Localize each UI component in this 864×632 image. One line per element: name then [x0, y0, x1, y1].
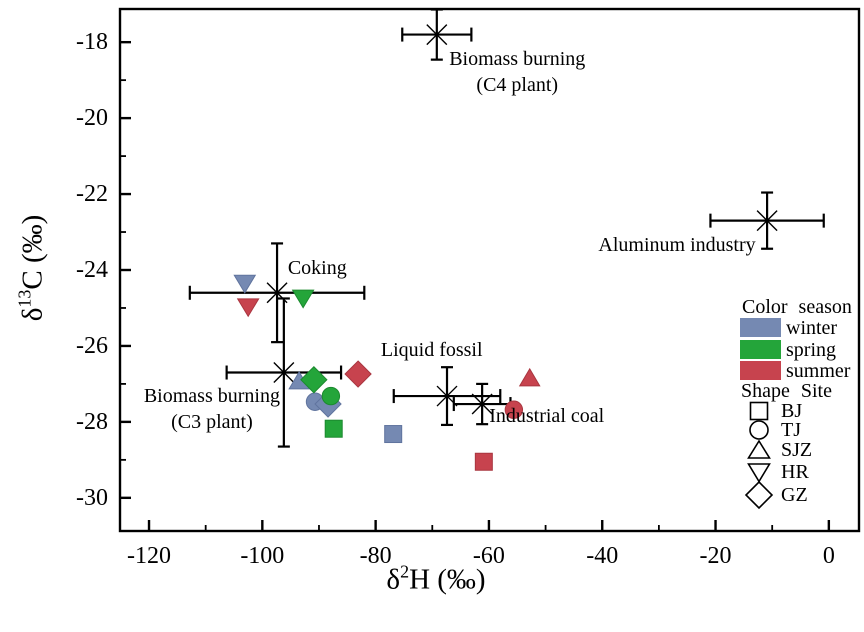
point-summer-TJ — [504, 400, 524, 419]
point-summer-HR — [236, 298, 260, 318]
source-star-marker — [273, 362, 295, 384]
source-star-marker — [266, 282, 288, 304]
source-star-marker — [426, 24, 448, 46]
y-tick-label: -20 — [76, 105, 108, 132]
source-star-marker — [471, 393, 493, 415]
y-tick-label: -30 — [76, 484, 108, 511]
legend-site-label: GZ — [781, 484, 808, 506]
source-label: Biomass burning — [143, 385, 280, 408]
source-star-marker — [756, 210, 778, 232]
legend-season-label: winter — [786, 317, 838, 339]
legend-site-label: BJ — [781, 400, 803, 422]
source-star-marker — [436, 385, 458, 407]
legend-color-header: Color season — [742, 296, 852, 318]
point-summer-BJ — [474, 452, 493, 471]
y-tick-label: -28 — [76, 408, 108, 435]
legend-glyph-diamond — [744, 480, 774, 510]
x-tick-label: -100 — [240, 543, 285, 569]
point-winter-HR — [233, 274, 257, 294]
point-summer-GZ — [344, 360, 372, 388]
point-spring-HR — [291, 289, 315, 309]
legend-swatch-spring — [740, 340, 781, 359]
x-tick-label: -80 — [359, 543, 392, 569]
source-label: Biomass burning — [449, 48, 586, 71]
x-tick-label: -120 — [127, 543, 172, 569]
x-axis-label: δ2H (‰) — [386, 562, 485, 597]
y-axis-label-symbol: δ — [16, 307, 49, 322]
legend-site-label: TJ — [781, 419, 801, 441]
legend-glyph-circle — [749, 420, 769, 440]
source-label: Coking — [287, 257, 347, 280]
x-tick-label: -40 — [586, 543, 619, 569]
y-axis-label: δ13C (‰) — [15, 215, 50, 322]
x-axis-label-sup: 2 — [400, 561, 410, 582]
legend-site-label: HR — [781, 461, 809, 483]
x-tick-label: -60 — [472, 543, 505, 569]
legend-glyph-square — [749, 401, 769, 421]
y-axis-label-sup: 13 — [14, 289, 35, 308]
source-label: Industrial coal — [489, 405, 605, 428]
point-winter-BJ — [384, 425, 403, 444]
x-tick-label: -20 — [699, 543, 732, 569]
y-tick-label: -24 — [76, 257, 108, 283]
source-label: Aluminum industry — [598, 234, 756, 257]
legend-season-label: spring — [786, 339, 836, 361]
source-label: Liquid fossil — [380, 338, 483, 361]
legend-season-label: summer — [786, 360, 851, 382]
source-label: (C3 plant) — [171, 411, 253, 434]
legend-glyph-triangle-down — [747, 463, 771, 484]
legend-glyph-triangle — [747, 439, 771, 459]
x-tick-label: 0 — [822, 543, 835, 569]
x-axis-label-rest: H (‰) — [409, 563, 486, 596]
source-label: (C4 plant) — [476, 74, 559, 97]
y-tick-label: -22 — [76, 181, 108, 208]
legend-site-label: SJZ — [781, 439, 813, 461]
point-summer-SJZ — [518, 367, 541, 387]
point-spring-TJ — [321, 386, 341, 406]
y-axis-label-rest: C (‰) — [16, 214, 49, 290]
x-axis-label-symbol: δ — [386, 563, 401, 596]
legend-swatch-winter — [740, 318, 781, 337]
point-spring-BJ — [324, 419, 343, 438]
legend-swatch-summer — [740, 361, 781, 380]
point-spring-GZ — [300, 366, 328, 394]
y-tick-label: -18 — [76, 29, 108, 56]
legend-shape-header: Shape Site — [741, 380, 832, 402]
y-tick-label: -26 — [76, 332, 108, 359]
